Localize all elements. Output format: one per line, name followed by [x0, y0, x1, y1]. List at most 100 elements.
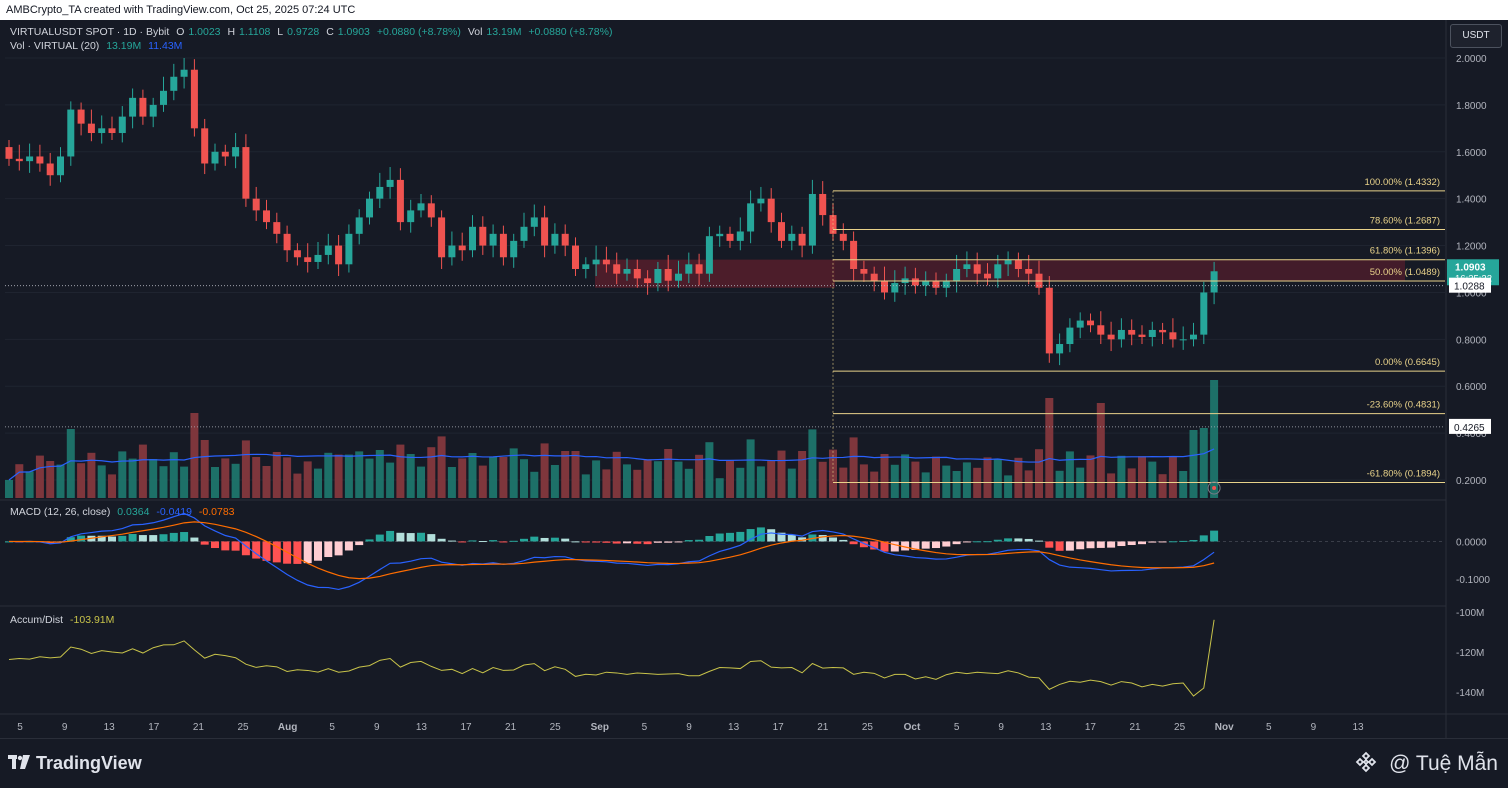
candle: [479, 216, 487, 255]
macd-histogram-bar: [1107, 541, 1116, 548]
candle-body: [407, 210, 415, 223]
candle: [98, 115, 106, 144]
macd-histogram-bar: [870, 541, 879, 550]
volume-bar: [417, 466, 425, 498]
candle-body: [118, 116, 126, 134]
time-tick-label: 17: [460, 722, 472, 733]
volume-bar: [46, 461, 55, 498]
currency-button[interactable]: USDT: [1450, 24, 1502, 48]
macd-histogram-bar: [489, 540, 498, 542]
ad-line: [8, 619, 1215, 697]
candle-body: [1190, 334, 1197, 340]
macd-histogram-bar: [499, 541, 508, 543]
time-tick-label: Nov: [1215, 722, 1234, 733]
volume-bar: [15, 464, 24, 498]
volume-bar: [674, 461, 683, 498]
macd-histogram-bar: [77, 535, 86, 542]
macd-histogram-bar: [736, 531, 745, 542]
volume-bar: [221, 458, 230, 498]
chart-canvas[interactable]: 100.00% (1.4332) 78.60% (1.2687) 61.80% (1…: [0, 20, 1508, 738]
candle: [695, 253, 703, 286]
volume-bar: [25, 471, 34, 498]
replay-marker-dot: [1212, 486, 1217, 490]
macd-histogram-bar: [97, 535, 106, 542]
volume-bar: [118, 451, 127, 498]
candle-body: [283, 233, 291, 251]
candle: [664, 254, 672, 292]
volume-bar: [458, 458, 467, 498]
candle: [839, 223, 847, 251]
candle-body: [572, 245, 579, 269]
candle-body: [942, 280, 950, 288]
tradingview-logo-icon: [8, 753, 32, 774]
candle-body: [736, 231, 744, 241]
candle: [180, 58, 188, 89]
macd-histogram-bar: [530, 536, 539, 542]
volume-bar: [726, 460, 734, 498]
candle-body: [984, 273, 991, 279]
volume-label: Vol · VIRTUAL (20): [10, 40, 100, 52]
volume-bar: [736, 467, 745, 498]
candle: [448, 231, 456, 266]
candle: [932, 272, 940, 295]
macd-histogram-bar: [715, 533, 724, 542]
candle-body: [1097, 325, 1105, 335]
volume-bar: [396, 444, 405, 498]
candle: [726, 226, 734, 248]
candle: [46, 152, 54, 186]
macd-histogram-bar: [1076, 541, 1085, 550]
macd-histogram-bar: [705, 536, 714, 542]
volume-bar: [1086, 455, 1095, 498]
candle: [572, 237, 579, 277]
candle: [324, 233, 332, 265]
price-tick-label: 0.6000: [1456, 382, 1487, 393]
volume-bar: [149, 459, 158, 498]
candle-body: [417, 203, 425, 211]
macd-histogram-bar: [540, 537, 549, 542]
fib-zone: [835, 259, 1405, 281]
price-tick-label: 1.8000: [1456, 101, 1487, 112]
candle: [767, 188, 775, 233]
candle-body: [644, 278, 652, 284]
candle-body: [273, 222, 281, 234]
candle: [263, 199, 270, 230]
candle-body: [5, 147, 13, 159]
candle: [1148, 321, 1156, 347]
macd-histogram-bar: [365, 539, 374, 542]
candle: [67, 101, 75, 166]
footer: TradingView @ Tuệ Mẫn: [0, 738, 1508, 788]
price-tick-label: 0.8000: [1456, 335, 1487, 346]
volume-bar: [231, 463, 240, 498]
credit: @ Tuệ Mẫn: [1355, 751, 1498, 776]
candle-body: [664, 269, 672, 281]
price-tick-label: 1.6000: [1456, 148, 1487, 159]
candle: [953, 254, 961, 293]
candle: [819, 181, 827, 226]
candle-body: [541, 217, 549, 246]
time-tick-label: 25: [862, 722, 874, 733]
volume-bar: [623, 464, 631, 498]
volume-bar: [1148, 461, 1157, 498]
candle: [438, 210, 446, 269]
macd-histogram-bar: [509, 540, 518, 542]
candle: [1107, 321, 1115, 352]
macd-histogram-bar: [695, 539, 704, 542]
tradingview-logo[interactable]: TradingView: [8, 753, 142, 774]
volume-bar: [1024, 470, 1033, 498]
volume-bar: [283, 457, 292, 498]
line-price-box: [1449, 277, 1491, 293]
candle: [458, 232, 466, 261]
attribution-bar: AMBCrypto_TA created with TradingView.co…: [0, 0, 1508, 20]
macd-histogram-bar: [427, 534, 436, 542]
candle-body: [953, 269, 961, 281]
candle: [1097, 311, 1105, 345]
candle-body: [623, 269, 631, 274]
macd-histogram-bar: [1158, 541, 1167, 543]
volume-bar: [942, 465, 951, 498]
macd-histogram-bar: [746, 529, 755, 542]
volume-bar: [252, 457, 261, 498]
symbol-label[interactable]: VIRTUALUSDT SPOT · 1D · Bybit: [10, 26, 170, 38]
candle-body: [520, 226, 528, 241]
macd-histogram-bar: [149, 535, 158, 542]
candle: [1056, 333, 1064, 366]
